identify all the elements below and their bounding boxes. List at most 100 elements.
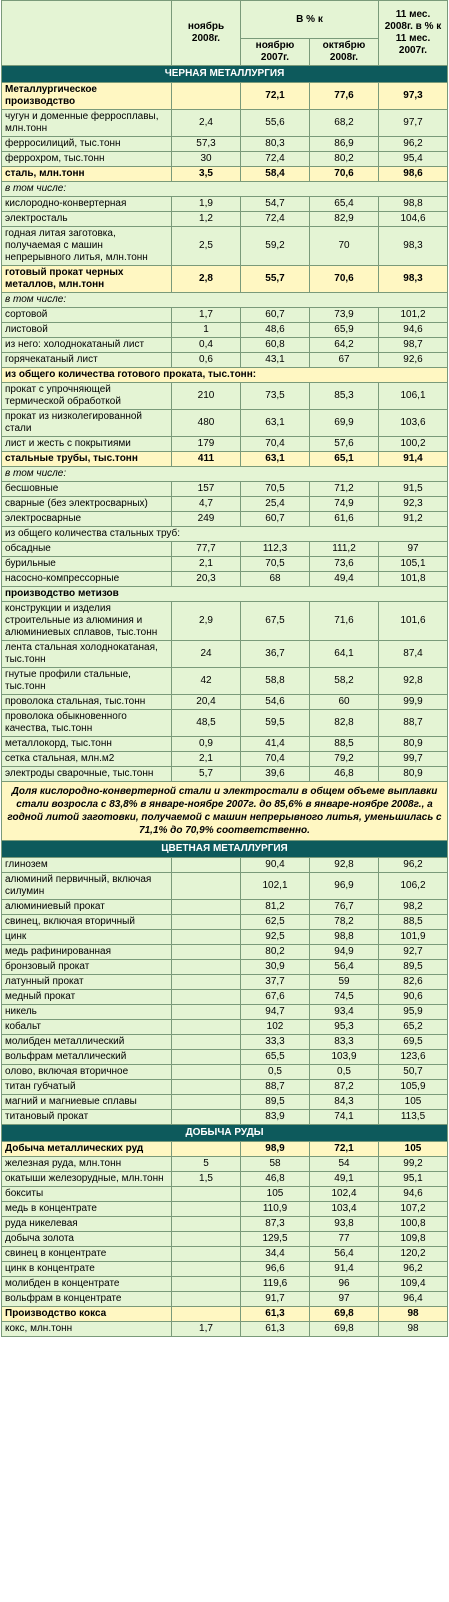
row-value-v4: 113,5 — [378, 1109, 448, 1125]
row-value-v3: 68,2 — [309, 109, 379, 137]
row-label: латунный прокат — [1, 974, 172, 990]
table-row: окатыши железорудные, млн.тонн 1,5 46,8 49,… — [1, 1171, 448, 1187]
row-label: молибден металлический — [1, 1034, 172, 1050]
row-value-v4: 80,9 — [378, 736, 448, 752]
row-value-v4: 96,2 — [378, 857, 448, 873]
table-row: бронзовый прокат 30,9 56,4 89,5 — [1, 959, 448, 975]
row-value-v1 — [171, 944, 241, 960]
table-row: алюминий первичный, включая силумин 102,1… — [1, 872, 448, 900]
row-value-v1: 20,4 — [171, 694, 241, 710]
row-value-v4: 91,4 — [378, 451, 448, 467]
table-row: цинк 92,5 98,8 101,9 — [1, 929, 448, 945]
row-label: электросварные — [1, 511, 172, 527]
row-value-v4: 98,7 — [378, 337, 448, 353]
row-label: феррохром, тыс.тонн — [1, 151, 172, 167]
row-value-v4: 88,5 — [378, 914, 448, 930]
table-row: электросталь 1,2 72,4 82,9 104,6 — [1, 211, 448, 227]
table-row: сортовой 1,7 60,7 73,9 101,2 — [1, 307, 448, 323]
row-label: олово, включая вторичное — [1, 1064, 172, 1080]
row-value-v1 — [171, 1246, 241, 1262]
row-value-v2: 41,4 — [240, 736, 310, 752]
row-label: из общего количества готового проката, т… — [1, 367, 448, 383]
row-value-v1: 2,9 — [171, 601, 241, 641]
row-value-v1: 179 — [171, 436, 241, 452]
row-value-v1: 42 — [171, 667, 241, 695]
row-value-v4: 100,2 — [378, 436, 448, 452]
row-value-v3: 86,9 — [309, 136, 379, 152]
row-value-v3: 57,6 — [309, 436, 379, 452]
row-value-v3: 46,8 — [309, 766, 379, 782]
row-value-v1: 1,5 — [171, 1171, 241, 1187]
row-value-v4: 99,7 — [378, 751, 448, 767]
row-value-v3: 70,6 — [309, 265, 379, 293]
table-row: годная литая заготовка, получаемая с маш… — [1, 226, 448, 266]
row-label: ферросилиций, тыс.тонн — [1, 136, 172, 152]
section-title: ЦВЕТНАЯ МЕТАЛЛУРГИЯ — [1, 840, 448, 858]
row-value-v4: 123,6 — [378, 1049, 448, 1065]
row-value-v3: 64,1 — [309, 640, 379, 668]
table-row: молибден в концентрате 119,6 96 109,4 — [1, 1276, 448, 1292]
row-value-v1: 480 — [171, 409, 241, 437]
row-value-v3: 80,2 — [309, 151, 379, 167]
row-value-v1 — [171, 1306, 241, 1322]
row-value-v2: 87,3 — [240, 1216, 310, 1232]
row-value-v3: 79,2 — [309, 751, 379, 767]
table-row: титановый прокат 83,9 74,1 113,5 — [1, 1109, 448, 1125]
row-value-v4: 98,3 — [378, 265, 448, 293]
row-value-v2: 92,5 — [240, 929, 310, 945]
table-row: кокс, млн.тонн 1,7 61,3 69,8 98 — [1, 1321, 448, 1337]
row-value-v3: 65,4 — [309, 196, 379, 212]
table-row: медь в концентрате 110,9 103,4 107,2 — [1, 1201, 448, 1217]
row-label: прокат из низколегированной стали — [1, 409, 172, 437]
row-value-v2: 94,7 — [240, 1004, 310, 1020]
row-value-v2: 34,4 — [240, 1246, 310, 1262]
row-label: вольфрам в концентрате — [1, 1291, 172, 1307]
row-value-v3: 76,7 — [309, 899, 379, 915]
table-row: стальные трубы, тыс.тонн 411 63,1 65,1 91,4 — [1, 451, 448, 467]
row-value-v2: 90,4 — [240, 857, 310, 873]
row-value-v1: 24 — [171, 640, 241, 668]
table-row: обсадные 77,7 112,3 111,2 97 — [1, 541, 448, 557]
row-value-v1: 1,9 — [171, 196, 241, 212]
row-value-v4: 94,6 — [378, 322, 448, 338]
table-row: кобальт 102 95,3 65,2 — [1, 1019, 448, 1035]
table-row: сварные (без электросварных) 4,7 25,4 74,9 9… — [1, 496, 448, 512]
row-value-v3: 103,9 — [309, 1049, 379, 1065]
row-value-v1 — [171, 1201, 241, 1217]
row-label: Металлургическое производство — [1, 82, 172, 110]
row-value-v3: 87,2 — [309, 1079, 379, 1095]
row-value-v2: 102 — [240, 1019, 310, 1035]
row-label: свинец, включая вторичный — [1, 914, 172, 930]
row-label: Производство кокса — [1, 1306, 172, 1322]
row-label: лента стальная холоднокатаная, тыс.тонн — [1, 640, 172, 668]
row-value-v2: 43,1 — [240, 352, 310, 368]
row-value-v1: 411 — [171, 451, 241, 467]
row-label: сортовой — [1, 307, 172, 323]
row-value-v3: 65,1 — [309, 451, 379, 467]
table-row: цинк в концентрате 96,6 91,4 96,2 — [1, 1261, 448, 1277]
row-value-v3: 74,9 — [309, 496, 379, 512]
section-title: ДОБЫЧА РУДЫ — [1, 1124, 448, 1142]
row-label: сварные (без электросварных) — [1, 496, 172, 512]
table-row: молибден металлический 33,3 83,3 69,5 — [1, 1034, 448, 1050]
row-value-v1: 0,9 — [171, 736, 241, 752]
row-value-v4: 100,8 — [378, 1216, 448, 1232]
row-value-v2: 61,3 — [240, 1321, 310, 1337]
row-label: в том числе: — [1, 181, 448, 197]
row-value-v4: 106,1 — [378, 382, 448, 410]
row-value-v2: 63,1 — [240, 451, 310, 467]
row-value-v3: 67 — [309, 352, 379, 368]
row-value-v2: 112,3 — [240, 541, 310, 557]
row-value-v3: 96,9 — [309, 872, 379, 900]
row-value-v2: 58,8 — [240, 667, 310, 695]
row-label: металлокорд, тыс.тонн — [1, 736, 172, 752]
header-november-2007: ноябрю 2007г. — [240, 38, 310, 66]
table-row: свинец в концентрате 34,4 56,4 120,2 — [1, 1246, 448, 1262]
row-value-v1: 4,7 — [171, 496, 241, 512]
row-value-v1 — [171, 959, 241, 975]
row-value-v1: 2,1 — [171, 751, 241, 767]
row-value-v1: 1 — [171, 322, 241, 338]
row-value-v4: 95,1 — [378, 1171, 448, 1187]
row-value-v3: 92,8 — [309, 857, 379, 873]
row-value-v3: 95,3 — [309, 1019, 379, 1035]
